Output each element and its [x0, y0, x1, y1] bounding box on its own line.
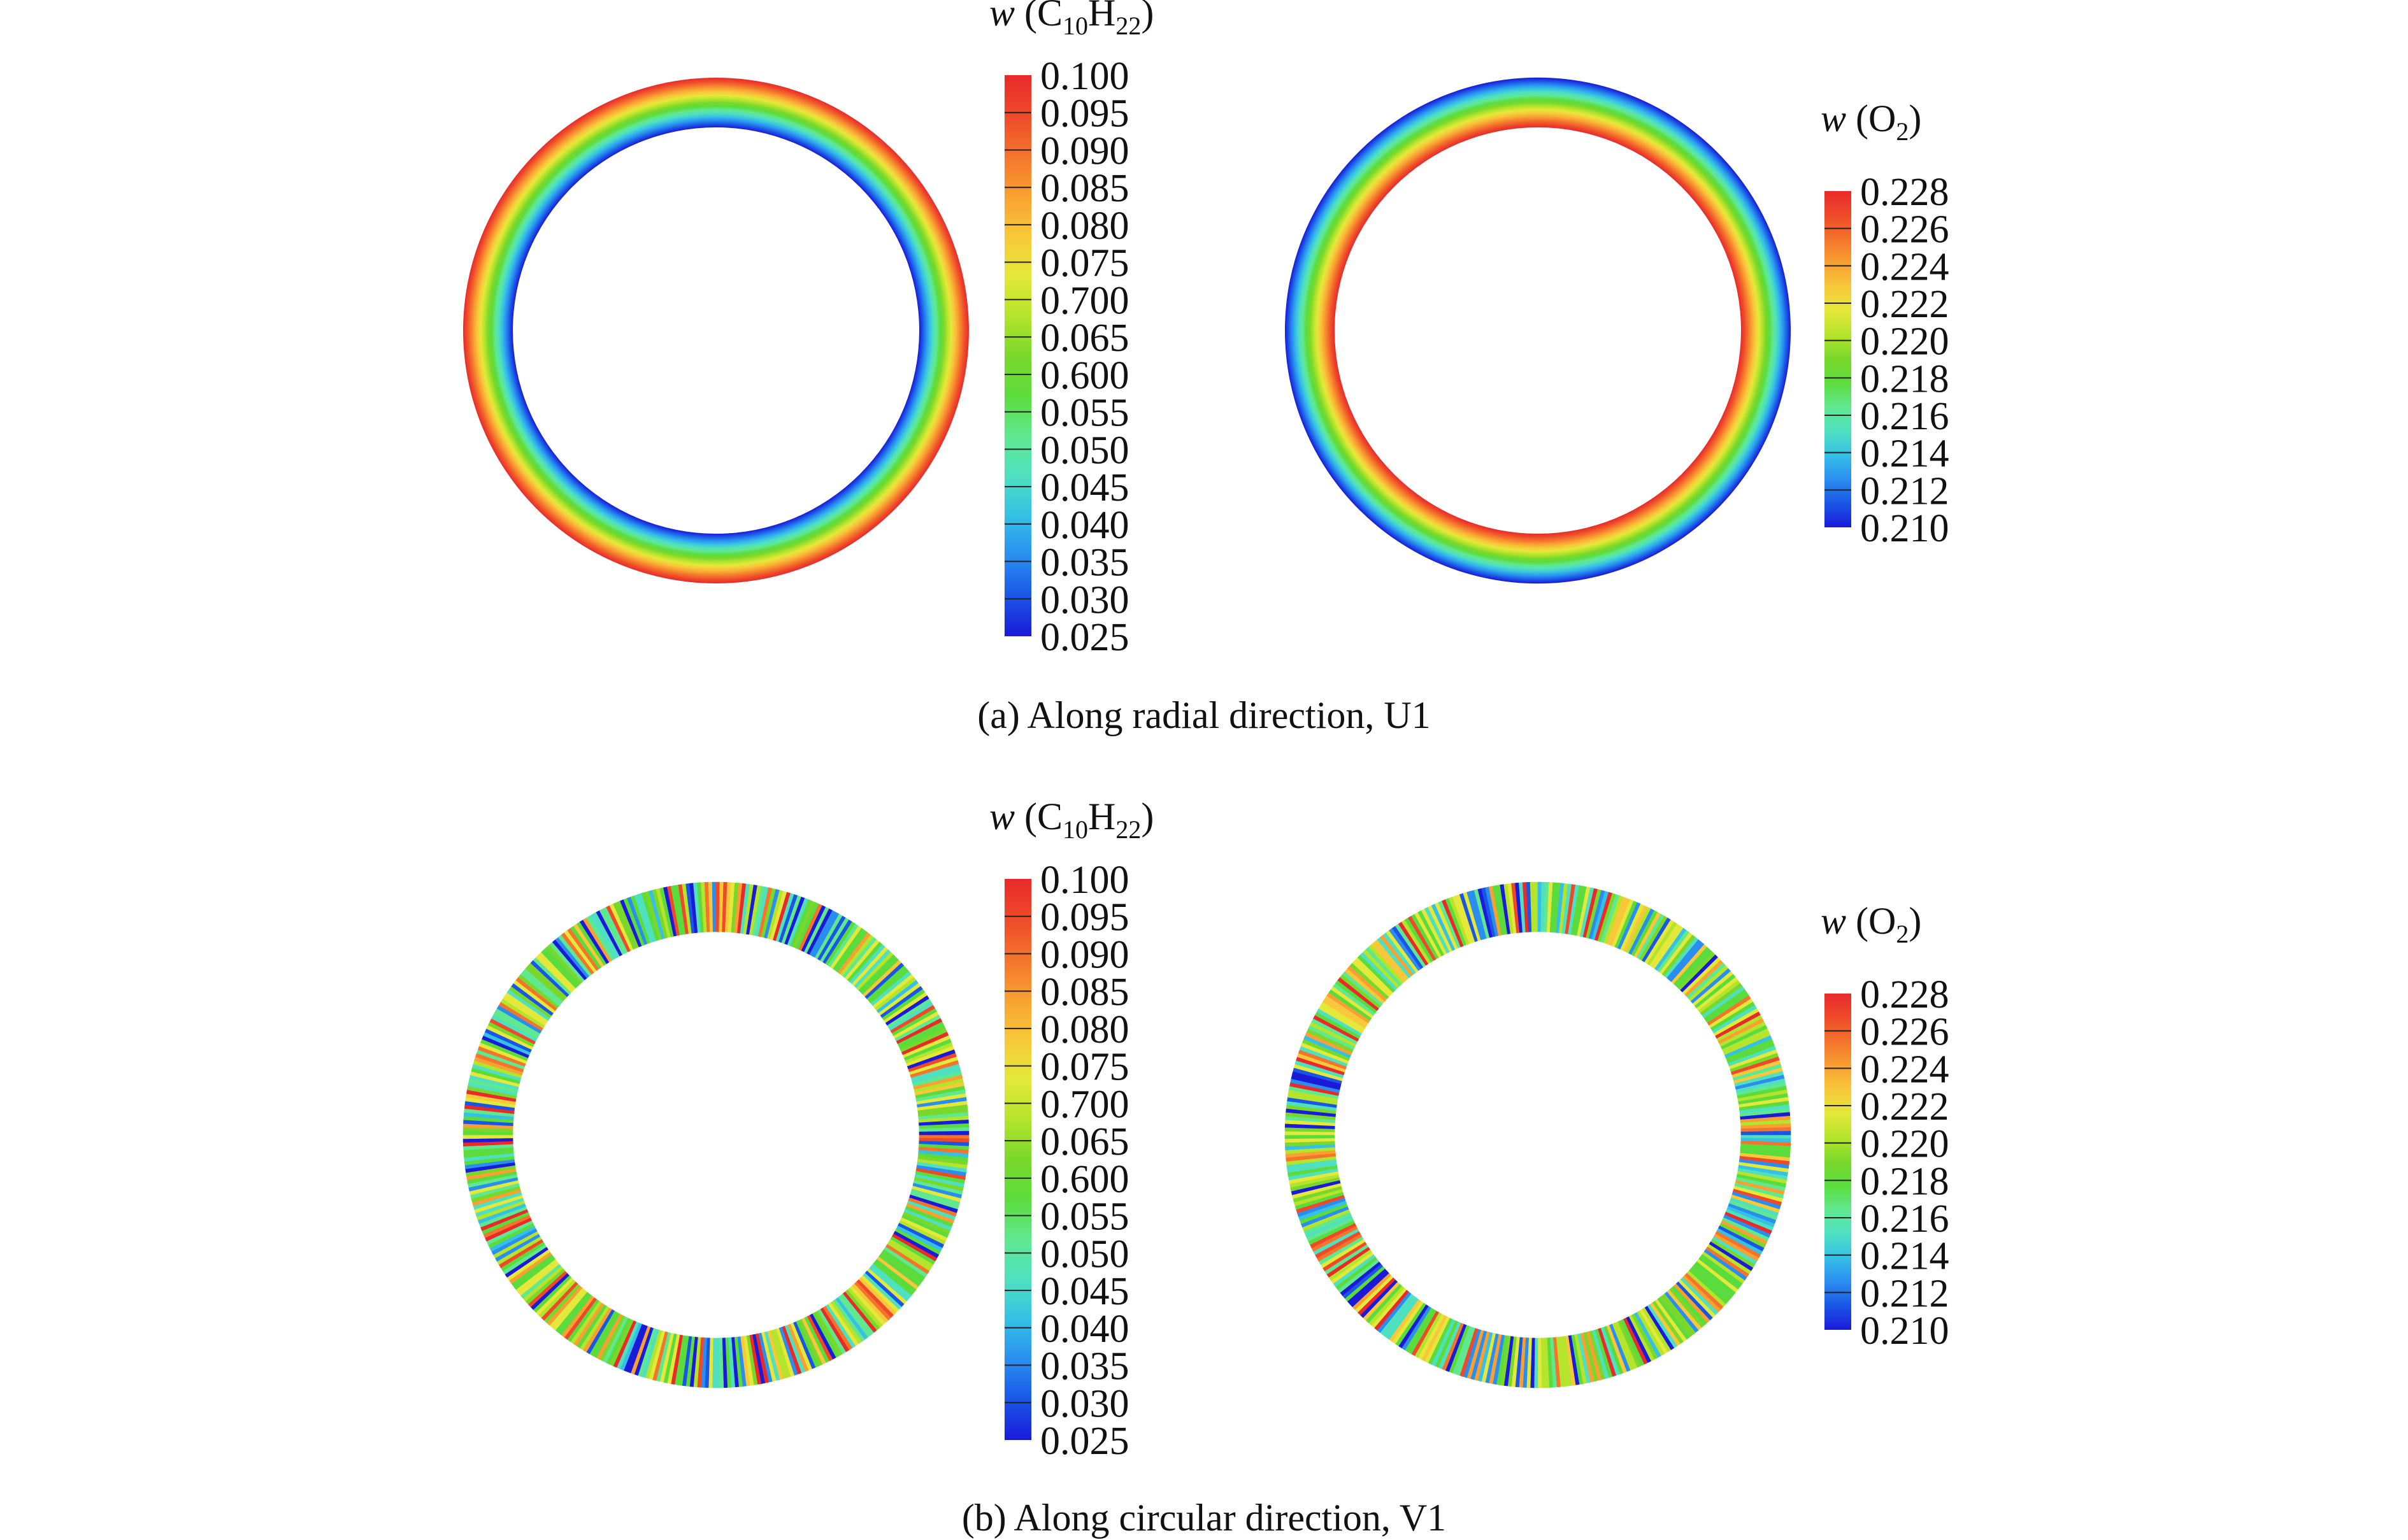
ring-spoke: [1533, 881, 1538, 932]
contour-plot-a-c10h22: [463, 78, 969, 583]
colorbar-tick-label: 0.222: [1860, 1085, 1949, 1129]
colorbar-tick-label: 0.050: [1040, 429, 1129, 472]
colorbar-tick-label: 0.050: [1040, 1232, 1129, 1276]
colorbar-tick-label: 0.065: [1040, 1120, 1129, 1164]
ring-contour-fill: [463, 78, 969, 583]
colorbar-tick-label: 0.025: [1040, 1420, 1129, 1463]
colorbar-tick-label: 0.080: [1040, 204, 1129, 248]
colorbar-tick-label: 0.224: [1860, 245, 1949, 289]
colorbar-tick-label: 0.040: [1040, 504, 1129, 547]
colorbar-tick-label: 0.080: [1040, 1008, 1129, 1052]
ring-spoke: [919, 1130, 970, 1136]
colorbar-tick-label: 0.220: [1860, 320, 1949, 364]
colorbar-tick-label: 0.095: [1040, 896, 1129, 939]
ring-contour-fill: [1284, 77, 1791, 584]
colorbar-tick-label: 0.210: [1860, 507, 1949, 550]
colorbar-tick-label: 0.212: [1860, 469, 1949, 513]
contour-plot-b-o2: [1284, 881, 1791, 1388]
panel-a: 0.1000.0950.0900.0850.0800.0750.7000.065…: [463, 0, 1949, 659]
colorbar-tick-label: 0.035: [1040, 541, 1129, 585]
colorbar-tick-label: 0.075: [1040, 242, 1129, 285]
colorbar-tick-label: 0.100: [1040, 55, 1129, 98]
colorbar-a-c10h22: 0.1000.0950.0900.0850.0800.0750.7000.065…: [989, 0, 1154, 659]
contour-plot-a-o2: [1284, 77, 1791, 584]
colorbar-tick-label: 0.218: [1860, 357, 1949, 401]
colorbar-tick-label: 0.226: [1860, 1011, 1949, 1054]
colorbar-tick-label: 0.700: [1040, 1083, 1129, 1126]
colorbar-tick-label: 0.214: [1860, 1235, 1949, 1278]
colorbar-tick-label: 0.228: [1860, 973, 1949, 1016]
ring-spoke: [1284, 1134, 1335, 1139]
ring-spoke: [1740, 1130, 1791, 1136]
colorbar-gradient-bar: [1824, 191, 1851, 527]
colorbar-tick-label: 0.216: [1860, 395, 1949, 438]
colorbar-tick-label: 0.035: [1040, 1345, 1129, 1388]
colorbar-gradient-bar: [1005, 75, 1031, 636]
colorbar-tick-label: 0.220: [1860, 1123, 1949, 1166]
colorbar-title: w (C10H22): [989, 0, 1154, 40]
colorbar-tick-label: 0.090: [1040, 933, 1129, 976]
colorbar-gradient-bar: [1005, 879, 1031, 1440]
panel-b: 0.1000.0950.0900.0850.0800.0750.7000.065…: [462, 795, 1949, 1463]
colorbar-tick-label: 0.218: [1860, 1160, 1949, 1203]
colorbar-tick-label: 0.085: [1040, 971, 1129, 1014]
colorbar-tick-label: 0.085: [1040, 167, 1129, 210]
ring-spoke: [712, 881, 717, 932]
colorbar-tick-label: 0.212: [1860, 1272, 1949, 1315]
colorbar-tick-label: 0.100: [1040, 859, 1129, 902]
colorbar-tick-label: 0.216: [1860, 1197, 1949, 1241]
colorbar-b-c10h22: 0.1000.0950.0900.0850.0800.0750.7000.065…: [989, 795, 1154, 1463]
colorbar-title: w (C10H22): [989, 795, 1154, 844]
colorbar-tick-label: 0.025: [1040, 616, 1129, 659]
colorbar-tick-label: 0.600: [1040, 1158, 1129, 1201]
colorbar-tick-label: 0.055: [1040, 1195, 1129, 1239]
colorbar-tick-label: 0.045: [1040, 466, 1129, 510]
colorbar-b-o2: 0.2280.2260.2240.2220.2200.2180.2160.214…: [1821, 900, 1949, 1353]
colorbar-tick-label: 0.045: [1040, 1270, 1129, 1313]
colorbar-tick-label: 0.030: [1040, 578, 1129, 622]
colorbar-tick-label: 0.065: [1040, 317, 1129, 360]
colorbar-tick-label: 0.095: [1040, 92, 1129, 136]
colorbar-tick-label: 0.700: [1040, 279, 1129, 322]
colorbar-tick-label: 0.222: [1860, 283, 1949, 326]
colorbar-tick-label: 0.075: [1040, 1046, 1129, 1089]
ring-spoke: [715, 1337, 720, 1388]
colorbar-tick-label: 0.210: [1860, 1309, 1949, 1353]
colorbar-tick-label: 0.214: [1860, 432, 1949, 476]
colorbar-tick-label: 0.030: [1040, 1382, 1129, 1425]
colorbar-tick-label: 0.226: [1860, 208, 1949, 252]
contour-plot-b-c10h22: [462, 881, 970, 1388]
caption-b: (b) Along circular direction, V1: [961, 1497, 1447, 1539]
colorbar-tick-label: 0.055: [1040, 392, 1129, 435]
ring-spoke: [1537, 1337, 1542, 1388]
colorbar-a-o2: 0.2280.2260.2240.2220.2200.2180.2160.214…: [1821, 97, 1949, 550]
colorbar-tick-label: 0.090: [1040, 129, 1129, 173]
colorbar-tick-label: 0.040: [1040, 1308, 1129, 1351]
ring-spoke: [462, 1134, 513, 1139]
colorbar-tick-label: 0.224: [1860, 1048, 1949, 1091]
colorbar-gradient-bar: [1824, 994, 1851, 1330]
colorbar-tick-label: 0.228: [1860, 171, 1949, 214]
colorbar-title: w (O2): [1821, 97, 1921, 146]
colorbar-tick-label: 0.600: [1040, 354, 1129, 397]
caption-a: (a) Along radial direction, U1: [977, 694, 1431, 736]
colorbar-title: w (O2): [1821, 900, 1921, 948]
